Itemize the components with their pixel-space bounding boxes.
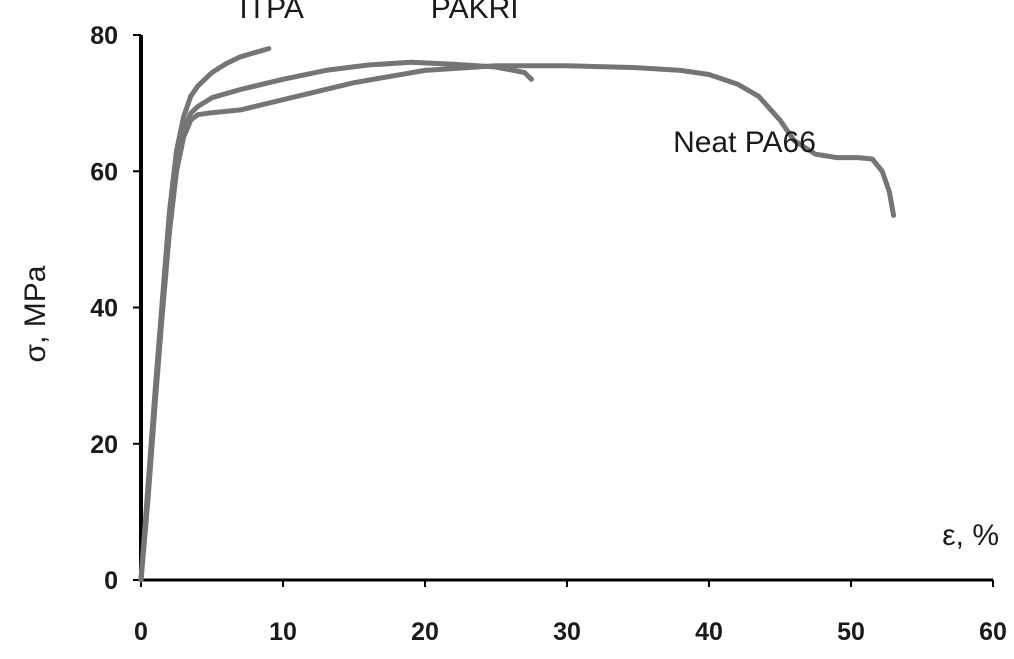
y-tick-label: 80 [90,22,118,50]
y-tick-label: 0 [104,567,118,595]
axes-layer [133,34,994,587]
series-line-pakri [138,59,534,583]
series-layer [138,46,897,583]
x-tick-label: 40 [695,618,723,646]
labels-layer: ε, % σ, MPa 0 10 20 30 40 50 60 0 20 40 60 80 ITPA PA… [19,0,1007,646]
x-tick-label: 60 [979,618,1007,646]
series-label-itpa: ITPA [239,0,303,25]
y-axis-title: σ, MPa [19,265,52,362]
x-tick-label: 10 [269,618,297,646]
y-tick-label: 60 [90,158,118,186]
y-tick-label: 20 [90,431,118,459]
y-tick-label: 40 [90,295,118,323]
x-tick-label: 30 [553,618,581,646]
x-axis-title: ε, % [942,519,999,552]
series-label-neat-pa66: Neat PA66 [673,126,816,159]
x-tick-label: 0 [134,618,148,646]
x-tick-label: 50 [837,618,865,646]
x-tick-label: 20 [411,618,439,646]
series-label-pakri: PAKRI [431,0,519,25]
series-line-neat-pa66 [138,63,897,583]
